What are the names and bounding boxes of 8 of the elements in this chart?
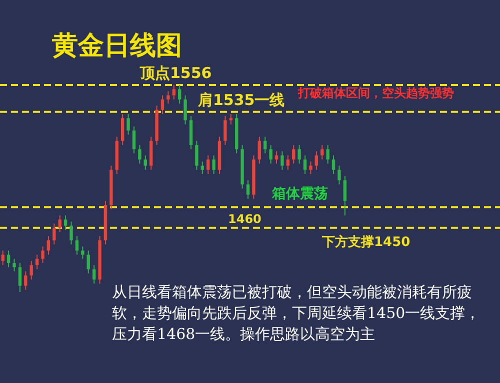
- annotation: 箱体震荡: [271, 186, 328, 202]
- text: 顶点1556: [139, 64, 212, 82]
- annotation: 下方支撑1450: [321, 234, 410, 250]
- annotation: 1460: [228, 212, 262, 226]
- chart-title: 黄金日线图: [51, 31, 182, 61]
- annotation: 从日线看箱体震荡已被打破，但空头动能被消耗有所疲软，走势偏向先跌后反弹，下周延续看1450一线支撑，压力看1468一线。操作思路以高空为主: [112, 282, 482, 345]
- annotation: 打破箱体区间，空头趋势强势: [297, 86, 454, 100]
- annotation: 肩1535一线: [197, 91, 285, 109]
